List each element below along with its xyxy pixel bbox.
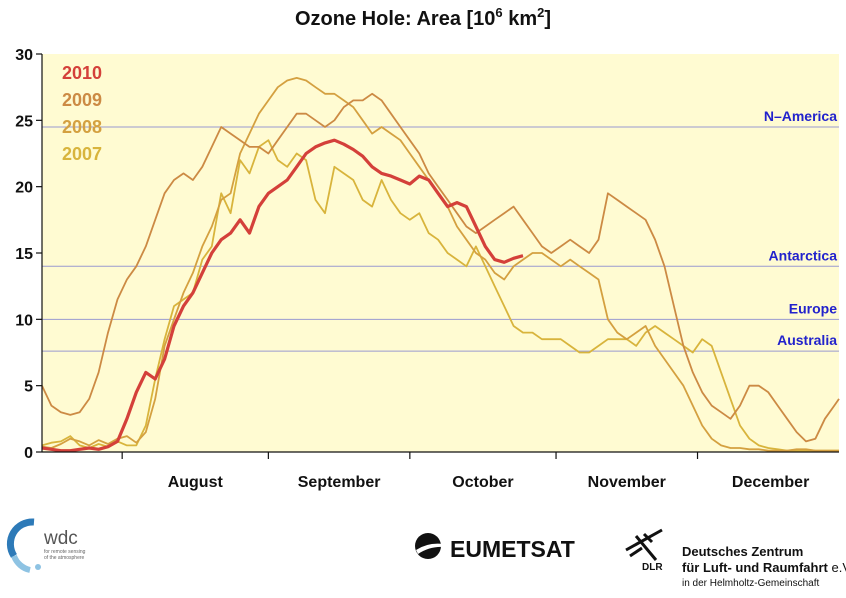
y-tick-label-10: 10 [15,312,33,329]
wdc-name: wdc [43,528,78,549]
title-exponent-2: 2 [537,5,544,20]
dlr-logo: DLR Deutsches Zentrum für Luft- und Raum… [625,528,846,589]
eumetsat-swoosh-icon [416,543,444,554]
legend-entry-2010: 2010 [62,63,102,83]
y-tick-label-25: 25 [15,113,33,130]
y-tick-label-15: 15 [15,246,33,263]
chart-title: Ozone Hole: Area [106 km2] [295,5,551,30]
dlr-line-2-main: für Luft- und Raumfahrt [682,560,829,575]
series-lines [41,77,840,453]
reference-label-australia: Australia [777,332,837,348]
series-line-2009 [41,92,840,443]
x-tick-label-august: August [168,474,224,491]
eumetsat-logo: EUMETSAT [415,533,575,562]
reference-label-europe: Europe [789,300,837,316]
dlr-abbr: DLR [642,562,663,573]
series-line-2007 [41,139,839,452]
wdc-arc-light-icon [11,554,31,573]
title-main: Ozone Hole: Area [10 [295,8,495,30]
legend-entry-2007: 2007 [62,144,102,164]
legend-entry-2009: 2009 [62,90,102,110]
series-line-2010 [41,138,524,453]
title-end: ] [544,8,551,30]
dlr-line-3: in der Helmholtz-Gemeinschaft [682,578,819,589]
wdc-dot-icon [35,564,41,570]
plot-area [42,54,839,452]
wdc-subtitle-1: for remote sensing [44,549,86,555]
x-tick-label-september: September [298,474,381,491]
legend: 2010 2009 2008 2007 [62,63,102,164]
dlr-line-2-suffix: e.V. [828,560,846,575]
dlr-emblem-icon [625,528,663,561]
x-tick-label-november: November [588,474,666,491]
title-exponent-1: 6 [495,5,502,20]
reference-label-antarctica: Antarctica [769,247,838,263]
x-tick-label-december: December [732,474,809,491]
axis-ticks: 0 5 10 15 20 25 30 August September October Novemb… [15,47,809,491]
dlr-line-1: Deutsches Zentrum [682,544,803,559]
y-tick-label-30: 30 [15,47,33,64]
wdc-subtitle-2: of the atmosphere [44,555,85,561]
reference-label-n-america: N–America [764,108,837,124]
y-tick-label-20: 20 [15,180,33,197]
x-tick-label-october: October [452,474,513,491]
eumetsat-name: EUMETSAT [450,536,575,562]
y-tick-label-5: 5 [24,379,33,396]
legend-entry-2008: 2008 [62,117,102,137]
y-tick-label-0: 0 [24,445,33,462]
wdc-logo: wdc for remote sensing of the atmosphere [6,518,86,573]
wdc-arc-icon [6,518,35,558]
dlr-line-2: für Luft- und Raumfahrt e.V. [682,560,846,575]
title-mid: km [503,8,537,30]
